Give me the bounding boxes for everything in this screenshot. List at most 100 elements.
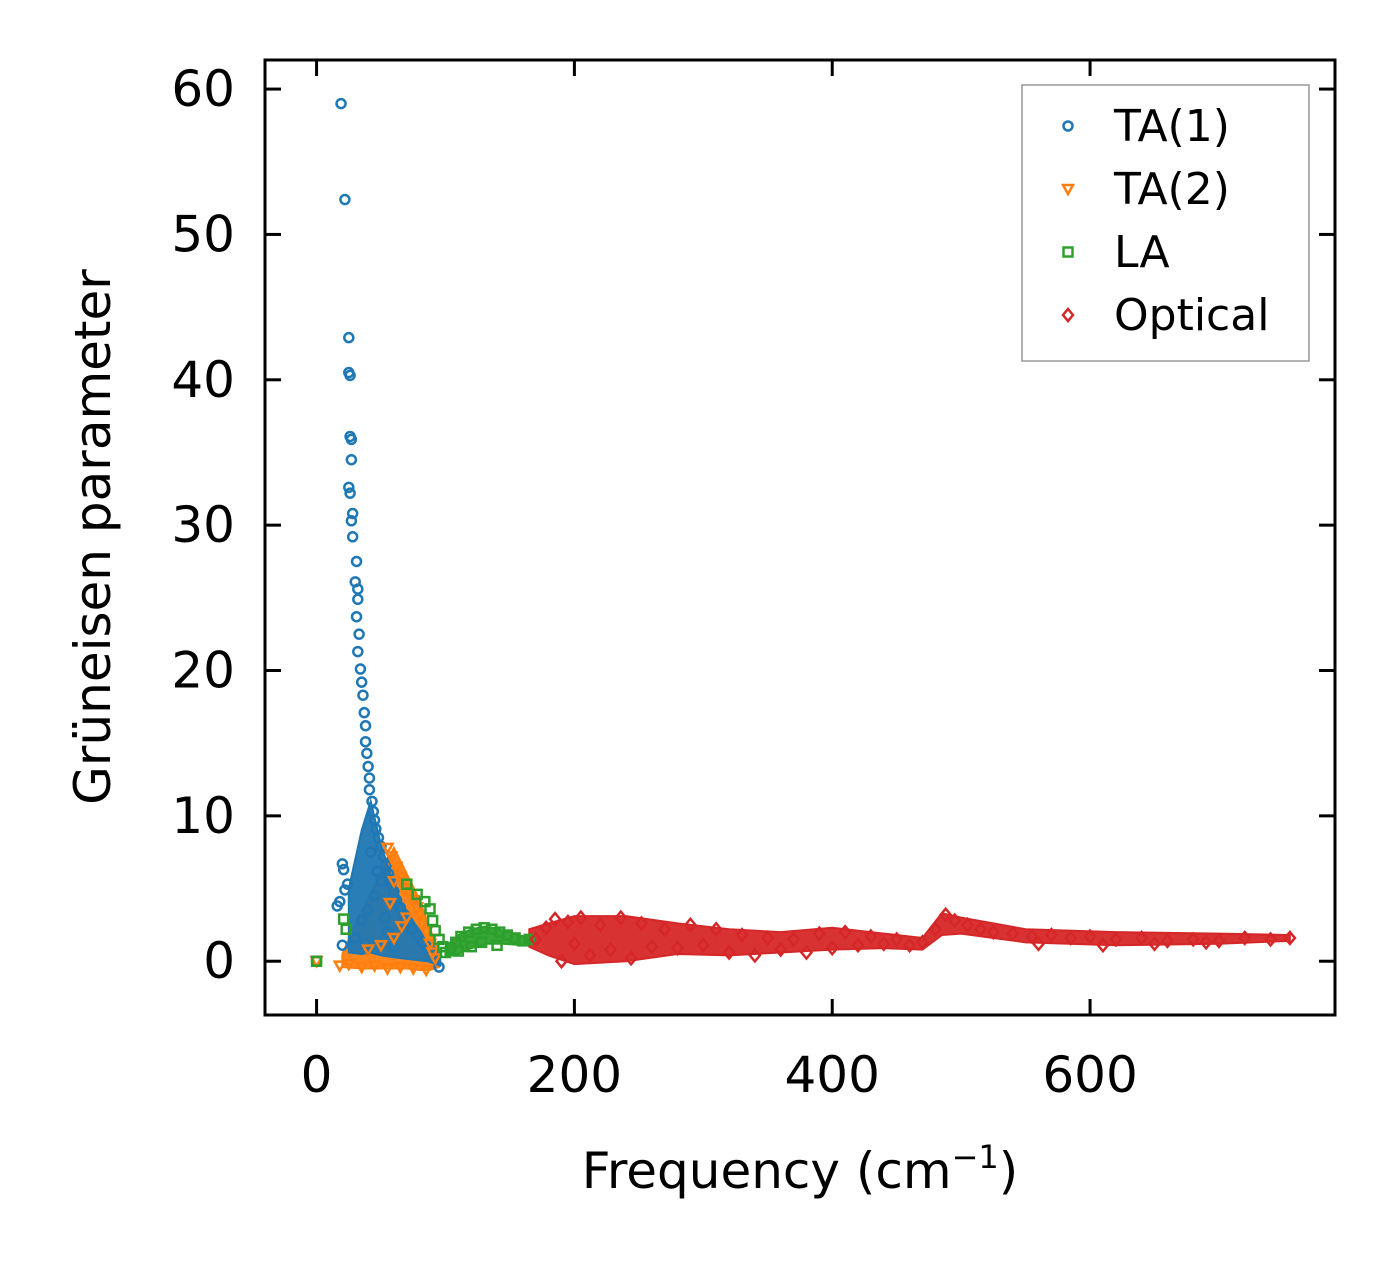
- ta-2-point: [386, 876, 402, 889]
- ta-1-point: [368, 890, 381, 902]
- la-point: [340, 923, 352, 935]
- ta-2-point: [406, 963, 421, 977]
- ta-2-point: [428, 953, 443, 966]
- ta-1-point: [352, 593, 364, 606]
- optical-point: [529, 931, 543, 948]
- ta-1-point: [363, 772, 376, 784]
- y-axis-label: Grüneisen parameter: [64, 269, 122, 805]
- optical-point: [614, 909, 628, 926]
- optical-point: [928, 921, 942, 938]
- optical-point: [696, 937, 710, 954]
- ta-1-point: [359, 735, 372, 748]
- legend-entry-ta-2: TA(2): [1060, 164, 1230, 215]
- ta-2-point: [380, 963, 395, 977]
- optical-point: [960, 916, 975, 933]
- ta-1-point: [359, 719, 372, 732]
- la-point: [491, 939, 503, 951]
- optical-point: [799, 944, 814, 961]
- ta-2-point: [384, 851, 399, 865]
- optical-point: [645, 938, 659, 955]
- data-points: [309, 97, 1297, 978]
- ta-1-point: [375, 840, 387, 853]
- ta-1-point: [362, 904, 374, 917]
- optical-point: [583, 947, 597, 964]
- optical-point: [1160, 932, 1175, 949]
- la-point: [509, 932, 521, 944]
- optical-point: [593, 916, 607, 933]
- optical-point: [973, 921, 988, 938]
- la-point: [465, 940, 478, 953]
- optical-point: [670, 940, 685, 957]
- ta-1-point: [353, 628, 365, 640]
- optical-point: [1283, 930, 1297, 946]
- optical-point: [1064, 930, 1078, 946]
- legend-entry-la: LA: [1062, 227, 1170, 278]
- ta-1-point: [336, 858, 349, 870]
- optical-point: [735, 927, 749, 944]
- ta-1-point: [350, 610, 363, 623]
- y-tick-label: 20: [171, 642, 235, 700]
- ta-2-point: [393, 961, 408, 975]
- x-axis-label-text: Frequency (cm: [582, 1142, 952, 1200]
- ta-2-point: [394, 921, 409, 934]
- ta-1-point: [345, 433, 358, 446]
- optical-point: [1147, 935, 1162, 952]
- series-ta-1: [310, 97, 445, 973]
- y-tick-label: 60: [171, 60, 235, 118]
- ta-2-point: [332, 960, 347, 974]
- series-optical: [529, 906, 1297, 970]
- ta-1-point: [345, 453, 358, 466]
- ta-2-point: [393, 871, 408, 885]
- legend-marker-ta-2: [1060, 183, 1076, 197]
- ta-1-point: [335, 97, 347, 110]
- optical-point: [574, 909, 588, 926]
- optical-point: [722, 944, 736, 961]
- optical-point: [1031, 935, 1046, 952]
- ta-1-point: [433, 961, 445, 973]
- la-point: [452, 945, 465, 957]
- optical-point: [567, 935, 582, 952]
- ta-1-point: [346, 507, 359, 520]
- la-point: [478, 922, 490, 934]
- optical-point: [548, 911, 562, 928]
- plot-frame: [263, 58, 1337, 1017]
- optical-point: [1238, 930, 1252, 946]
- optical-point: [838, 924, 852, 941]
- y-tick-label: 50: [171, 205, 235, 263]
- ta-1-point: [349, 932, 361, 944]
- la-point: [462, 926, 475, 938]
- optical-point: [539, 919, 553, 936]
- ta-1-point: [411, 929, 423, 941]
- legend-entry-optical: Optical: [1061, 290, 1269, 341]
- optical-point: [761, 930, 775, 946]
- y-tick-label: 40: [171, 351, 235, 409]
- ta-1-point: [331, 900, 343, 912]
- legend-label-ta-1: TA(1): [1113, 101, 1230, 152]
- ta-2-point: [415, 918, 430, 931]
- optical-point: [948, 912, 962, 929]
- ta-1-point: [350, 555, 363, 568]
- legend-marker-la: [1062, 246, 1074, 258]
- ta-1-point: [343, 481, 355, 494]
- x-axis-label: Frequency (cm−1): [582, 1138, 1019, 1200]
- legend-marker-optical: [1061, 307, 1075, 323]
- la-point: [411, 888, 423, 901]
- x-tick-label: 0: [301, 1046, 333, 1104]
- optical-point: [915, 934, 930, 951]
- optical-point: [825, 940, 839, 957]
- ta-1-point: [343, 331, 355, 344]
- ta-1-point: [337, 863, 350, 876]
- la-point: [310, 955, 323, 967]
- la-point: [401, 878, 413, 890]
- la-point: [523, 933, 536, 946]
- optical-point: [1134, 930, 1149, 946]
- optical-point: [902, 937, 917, 954]
- ta-1-point: [363, 783, 376, 796]
- ta-1-point: [375, 875, 387, 888]
- y-tick-label: 0: [203, 932, 235, 990]
- ta-2-point: [341, 958, 356, 972]
- y-tick-label: 30: [171, 496, 235, 554]
- la-point: [470, 923, 483, 935]
- legend-label-la: LA: [1114, 227, 1170, 278]
